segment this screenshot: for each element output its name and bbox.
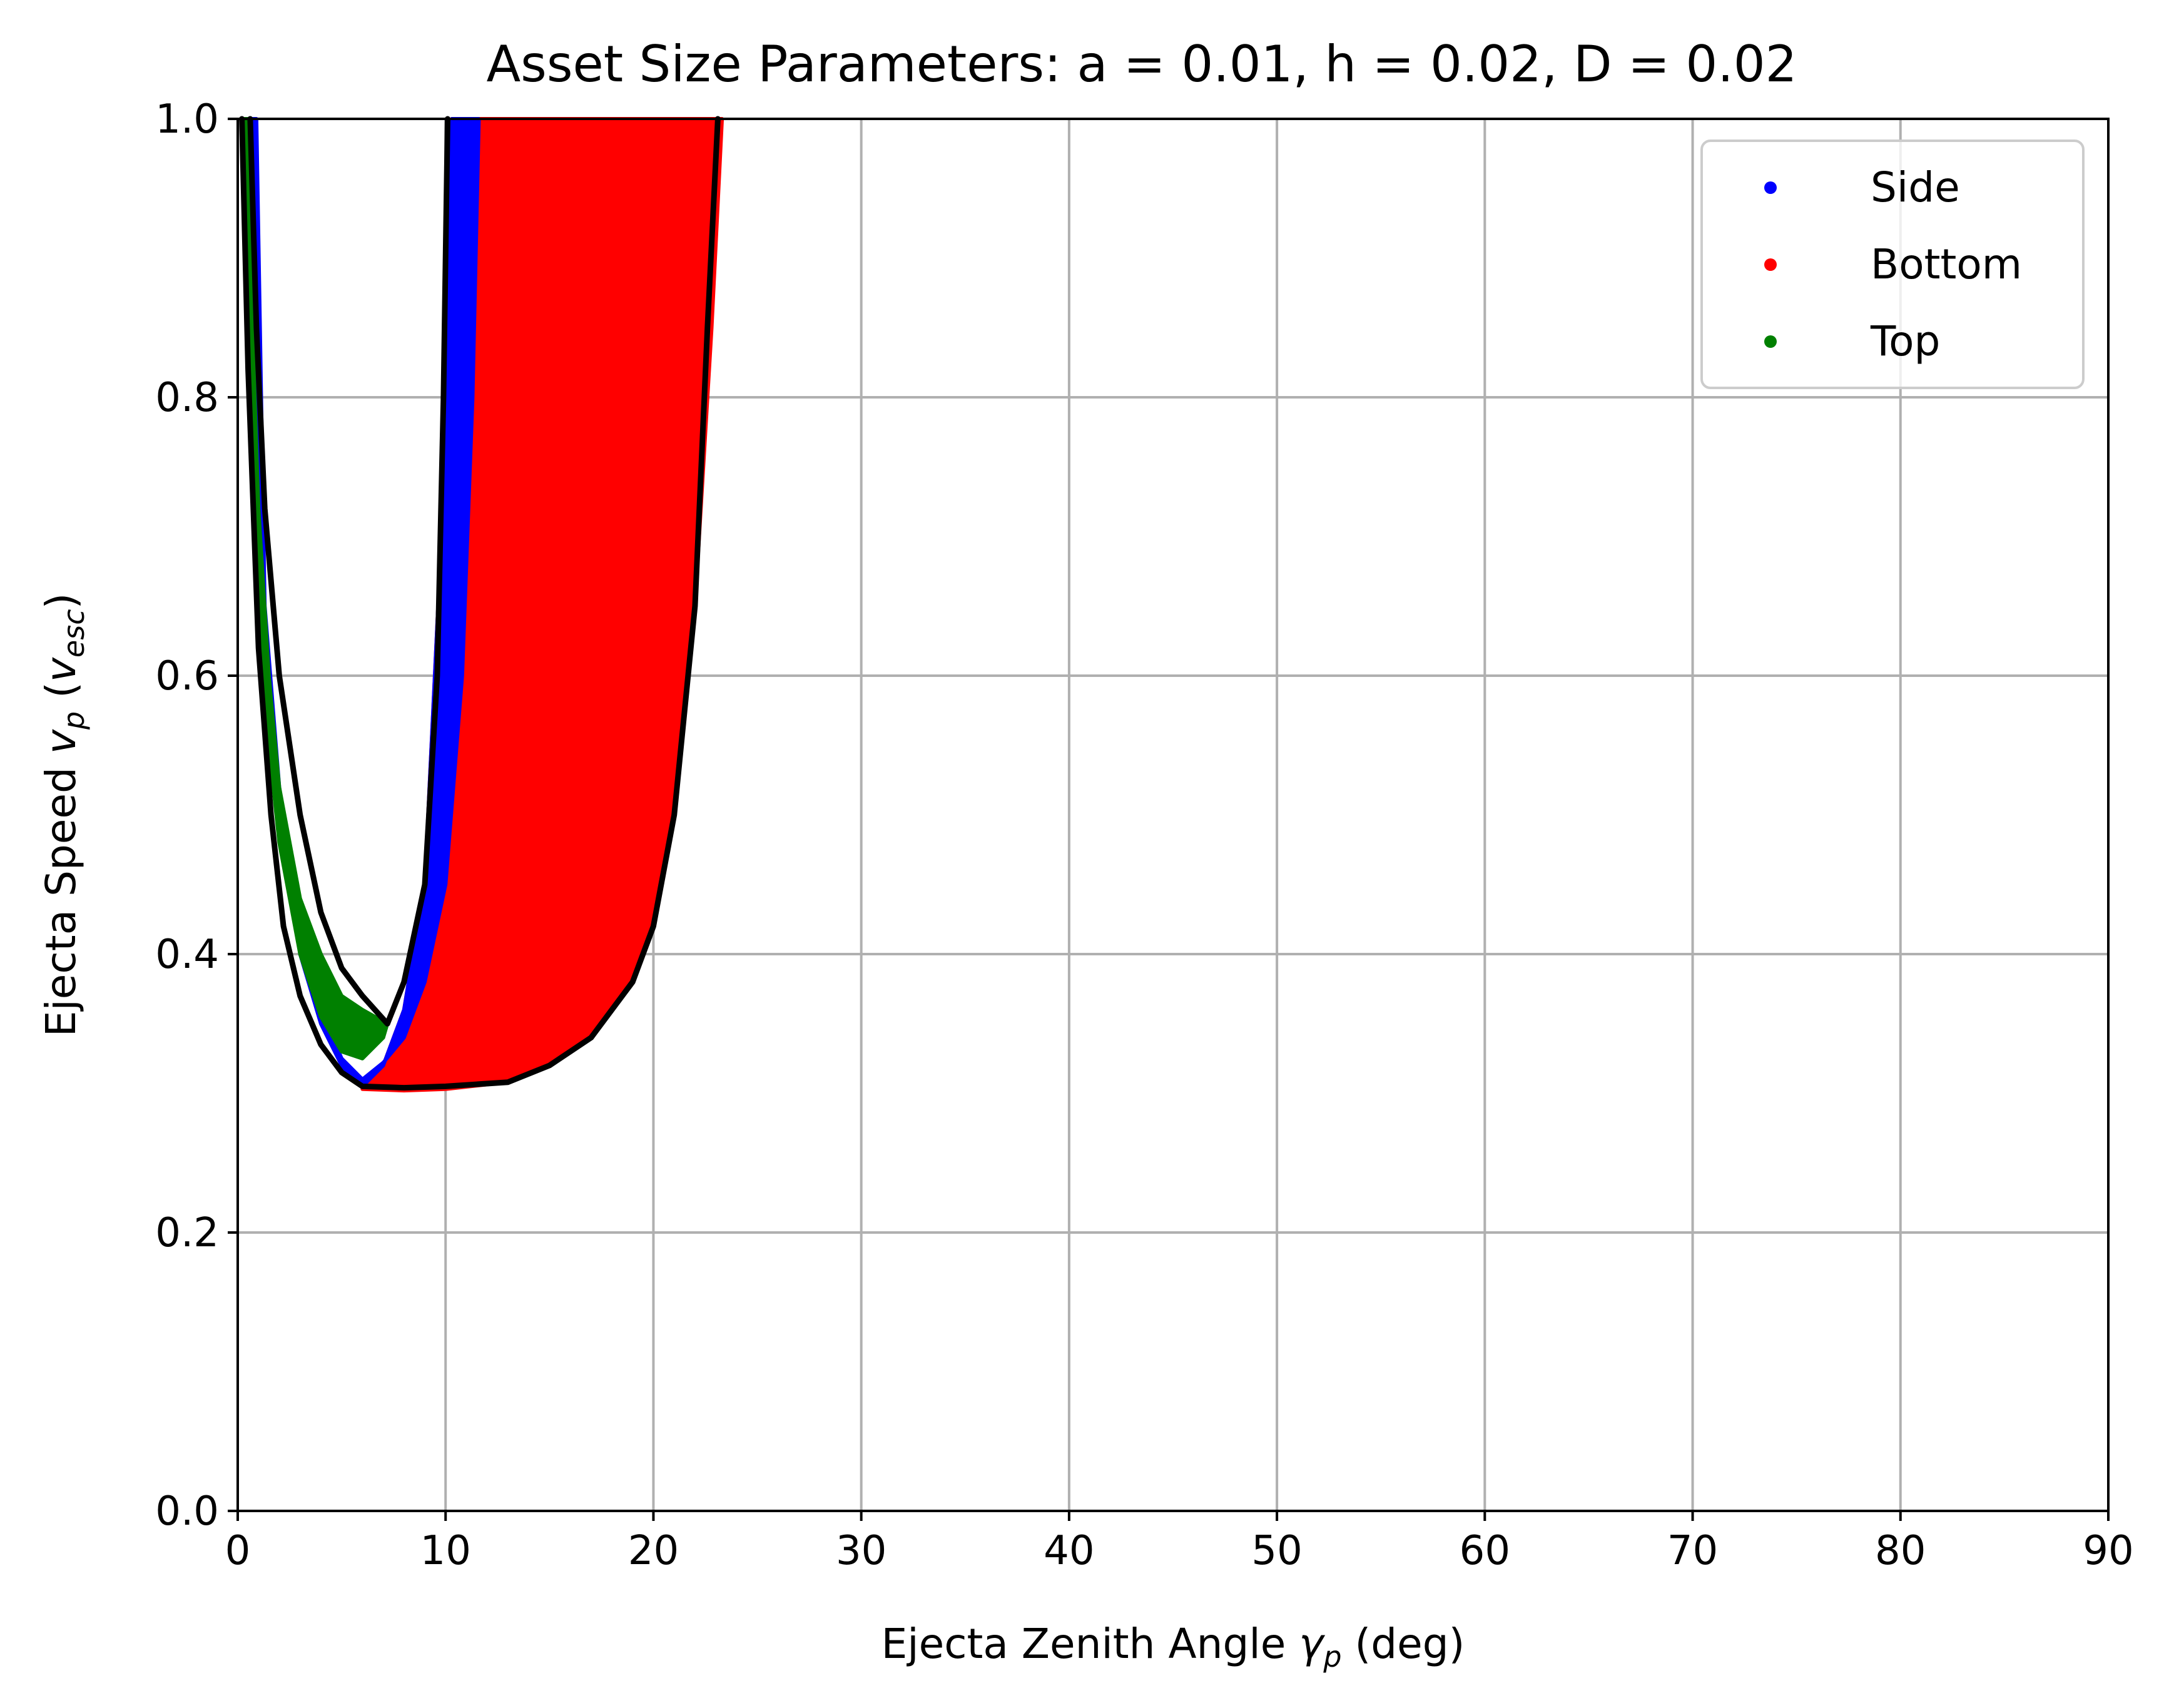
boundary-lines: [239, 116, 721, 1091]
legend: Side Bottom Top: [1700, 140, 2085, 389]
y-axis-label-mid: (: [37, 682, 85, 711]
legend-marker-top: [1764, 335, 1777, 348]
axes-frame: [236, 118, 2110, 1512]
y-axis-label-suffix: ): [37, 593, 85, 609]
legend-marker-side: [1764, 181, 1777, 194]
x-axis: 0 10 20 30 40 50 60 70 80 90: [225, 1511, 2134, 1574]
x-axis-label-subscript: p: [1323, 1640, 1341, 1674]
chart-title: Asset Size Parameters: a = 0.01, h = 0.0…: [486, 35, 1797, 93]
x-axis-label-suffix: (deg): [1342, 1620, 1465, 1668]
y-axis-label-symbol2: v: [37, 657, 85, 682]
y-axis: 0.0 0.2 0.4 0.6 0.8 1.0: [155, 96, 238, 1535]
legend-label-side: Side: [1871, 163, 1960, 211]
legend-label-top: Top: [1870, 317, 1940, 365]
x-tick-label-8: 80: [1875, 1528, 1926, 1574]
x-tick-label-9: 90: [2083, 1528, 2133, 1574]
y-tick-label-3: 0.6: [155, 653, 219, 699]
x-tick-label-0: 0: [225, 1528, 251, 1574]
y-tick-label-4: 0.8: [155, 375, 219, 421]
y-tick-label-0: 0.0: [155, 1488, 219, 1535]
series-region-top: [242, 117, 390, 1060]
y-axis-label-subscript: p: [57, 711, 91, 730]
legend-box: [1700, 140, 2085, 389]
y-tick-label-1: 0.2: [155, 1210, 219, 1256]
x-tick-label-4: 40: [1044, 1528, 1094, 1574]
x-tick-label-2: 20: [628, 1528, 679, 1574]
y-axis-label-subscript2: esc: [57, 609, 91, 658]
x-tick-label-3: 30: [836, 1528, 886, 1574]
x-tick-label-7: 70: [1667, 1528, 1718, 1574]
x-axis-label: Ejecta Zenith Angle γp (deg): [881, 1620, 1465, 1674]
boundary-line-0: [247, 116, 450, 1027]
x-tick-label-1: 10: [420, 1528, 471, 1574]
x-tick-label-6: 60: [1460, 1528, 1510, 1574]
x-axis-label-symbol: γ: [1299, 1620, 1325, 1668]
legend-label-bottom: Bottom: [1871, 240, 2022, 288]
x-axis-label-prefix: Ejecta Zenith Angle: [881, 1620, 1299, 1668]
legend-marker-bottom: [1764, 258, 1777, 271]
y-axis-label: Ejecta Speed vp (vesc): [37, 593, 91, 1037]
y-axis-label-prefix: Ejecta Speed: [37, 754, 85, 1037]
y-tick-label-2: 0.4: [155, 932, 219, 978]
x-tick-label-5: 50: [1251, 1528, 1302, 1574]
y-axis-label-symbol: v: [37, 729, 85, 754]
y-tick-label-5: 1.0: [155, 96, 219, 143]
boundary-line-1: [239, 116, 721, 1091]
